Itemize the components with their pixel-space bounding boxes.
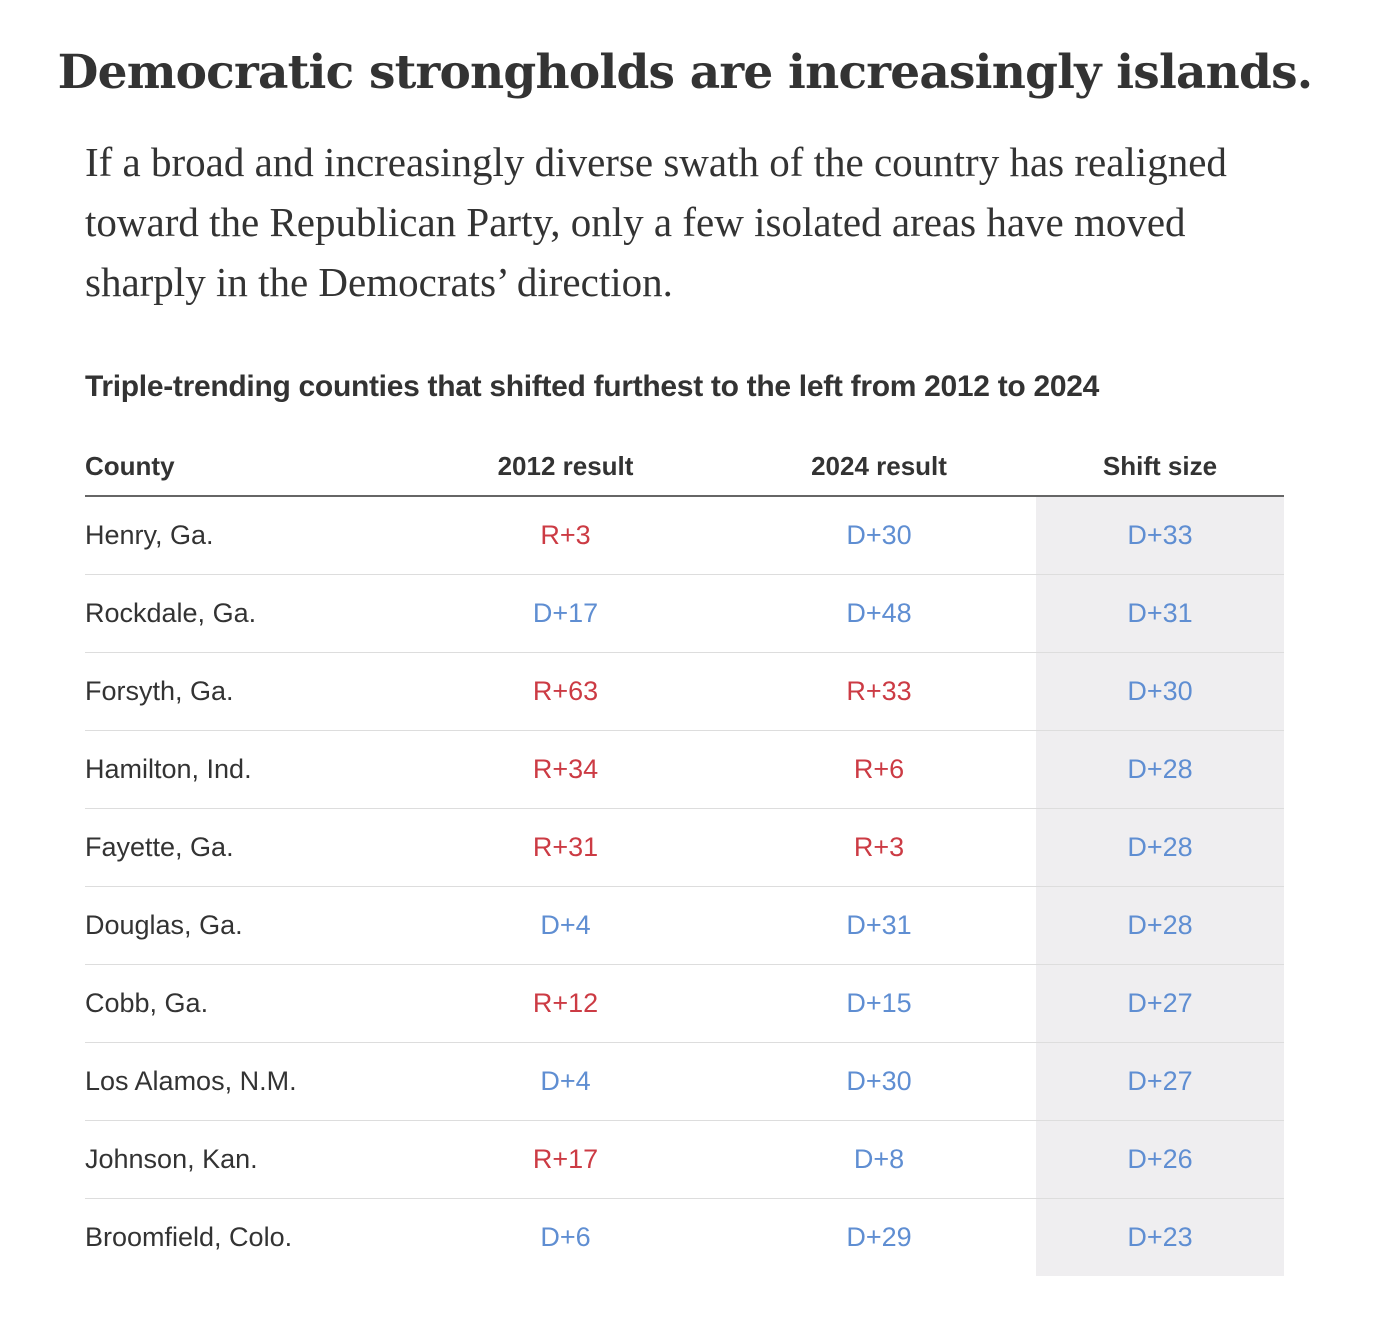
result-2012-cell: R+3 — [409, 496, 722, 575]
result-2012-cell: R+17 — [409, 1120, 722, 1199]
result-2012-cell: D+6 — [540, 1222, 591, 1252]
table-row: Hamilton, Ind. R+34 R+6 D+28 — [85, 730, 1284, 809]
shift-size-cell: D+23 — [1036, 1198, 1284, 1276]
result-2024-cell: D+48 — [722, 574, 1036, 653]
result-2024-cell: R+6 — [722, 730, 1036, 809]
column-header-2024-result: 2024 result — [722, 438, 1036, 497]
county-cell: Rockdale, Ga. — [85, 574, 409, 653]
shift-size-cell: D+28 — [1036, 886, 1284, 965]
table-row: Fayette, Ga. R+31 R+3 D+28 — [85, 808, 1284, 887]
result-2012-cell: R+31 — [409, 808, 722, 887]
column-header-2012-result: 2012 result — [409, 438, 722, 497]
county-cell: Douglas, Ga. — [85, 886, 409, 965]
shift-size-cell: D+33 — [1036, 496, 1284, 575]
result-2012-cell: R+63 — [409, 652, 722, 731]
county-cell: Broomfield, Colo. — [85, 1222, 293, 1252]
table-row: Rockdale, Ga. D+17 D+48 D+31 — [85, 574, 1284, 653]
result-2024-cell: D+30 — [722, 496, 1036, 575]
column-header-shift-size: Shift size — [1036, 438, 1284, 497]
result-2012-cell: D+4 — [409, 1042, 722, 1121]
result-2024-cell: R+33 — [722, 652, 1036, 731]
county-cell: Forsyth, Ga. — [85, 652, 409, 731]
result-2012-cell: D+4 — [409, 886, 722, 965]
table-header-row: County 2012 result 2024 result Shift siz… — [85, 438, 1284, 497]
result-2024-cell: D+8 — [722, 1120, 1036, 1199]
result-2012-cell: R+12 — [409, 964, 722, 1043]
result-2012-cell: R+34 — [409, 730, 722, 809]
table-row: Los Alamos, N.M. D+4 D+30 D+27 — [85, 1042, 1284, 1121]
result-2024-cell: R+3 — [722, 808, 1036, 887]
table-row: Forsyth, Ga. R+63 R+33 D+30 — [85, 652, 1284, 731]
table-title: Triple-trending counties that shifted fu… — [85, 370, 1100, 403]
intro-paragraph: If a broad and increasingly diverse swat… — [85, 139, 1227, 305]
county-cell: Hamilton, Ind. — [85, 730, 409, 809]
county-cell: Los Alamos, N.M. — [85, 1042, 409, 1121]
shift-size-cell: D+28 — [1036, 808, 1284, 887]
table-row: Douglas, Ga. D+4 D+31 D+28 — [85, 886, 1284, 965]
county-cell: Fayette, Ga. — [85, 808, 409, 887]
headline: Democratic strongholds are increasingly … — [57, 45, 1314, 100]
results-table: County 2012 result 2024 result Shift siz… — [85, 438, 1284, 1276]
result-2024-cell: D+15 — [722, 964, 1036, 1043]
table-row: Johnson, Kan. R+17 D+8 D+26 — [85, 1120, 1284, 1199]
column-header-county: County — [85, 438, 409, 497]
shift-size-cell: D+31 — [1036, 574, 1284, 653]
county-cell: Cobb, Ga. — [85, 964, 409, 1043]
result-2012-cell: D+17 — [409, 574, 722, 653]
result-2024-cell: D+31 — [722, 886, 1036, 965]
result-2024-cell: D+30 — [722, 1042, 1036, 1121]
county-cell: Henry, Ga. — [85, 496, 409, 575]
shift-size-cell: D+30 — [1036, 652, 1284, 731]
shift-size-cell: D+27 — [1036, 964, 1284, 1043]
table-row: Broomfield, Colo. D+6 D+29 D+23 — [85, 1198, 1284, 1276]
shift-size-cell: D+28 — [1036, 730, 1284, 809]
shift-size-cell: D+26 — [1036, 1120, 1284, 1199]
county-cell: Johnson, Kan. — [85, 1120, 409, 1199]
shift-size-cell: D+27 — [1036, 1042, 1284, 1121]
result-2024-cell: D+29 — [846, 1222, 912, 1252]
table-row: Cobb, Ga. R+12 D+15 D+27 — [85, 964, 1284, 1043]
table-row: Henry, Ga. R+3 D+30 D+33 — [85, 496, 1284, 575]
